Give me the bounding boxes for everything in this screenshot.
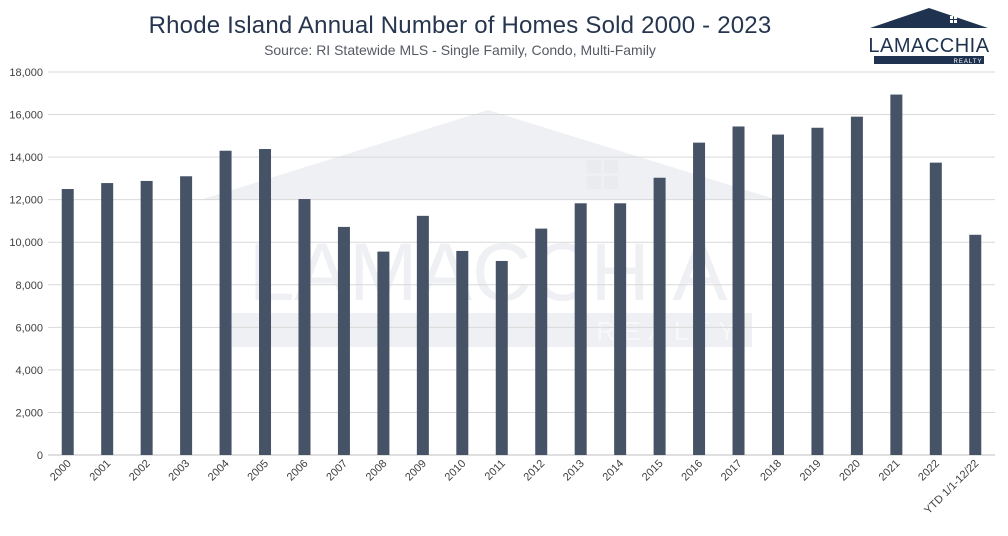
x-tick-label: 2004 <box>206 458 232 484</box>
bar <box>771 134 784 455</box>
x-tick-label: 2013 <box>561 458 587 484</box>
x-tick-label: 2019 <box>798 458 824 484</box>
bar <box>495 260 508 455</box>
x-tick-label: 2011 <box>483 458 508 483</box>
x-tick-label: 2006 <box>285 458 311 484</box>
y-tick-label: 16,000 <box>9 110 43 122</box>
bars <box>61 94 982 456</box>
logo-tagline: REALTY <box>954 59 983 65</box>
logo-name: LAMACCHIA <box>868 35 989 57</box>
x-tick-label: 2001 <box>88 458 114 484</box>
y-tick-label: 12,000 <box>9 195 43 207</box>
y-tick-label: 10,000 <box>9 237 43 249</box>
x-tick-label: 2012 <box>522 458 548 484</box>
watermark-window-icon <box>587 160 618 189</box>
bar <box>101 183 114 455</box>
x-tick-label: 2020 <box>837 458 863 484</box>
bar <box>219 150 232 455</box>
bar <box>969 234 982 455</box>
chart-subtitle: Source: RI Statewide MLS - Single Family… <box>264 42 656 58</box>
y-tick-label: 4,000 <box>15 365 43 377</box>
bar <box>180 176 193 455</box>
bar <box>614 203 627 455</box>
bar <box>811 127 824 456</box>
x-tick-label: 2015 <box>640 458 666 484</box>
x-tick-label: 2003 <box>166 458 192 484</box>
bar <box>890 94 903 455</box>
watermark-roof <box>200 110 778 200</box>
lamacchia-logo: LAMACCHIA REALTY <box>868 6 990 66</box>
x-tick-label: 2009 <box>403 458 429 484</box>
x-tick-label: 2007 <box>324 458 350 484</box>
bar <box>61 189 74 455</box>
y-tick-label: 6,000 <box>15 322 43 334</box>
bar <box>377 251 390 455</box>
bar <box>653 177 666 455</box>
y-axis-ticks: 0 2,000 4,000 6,000 8,000 10,000 12,000 14,000 1… <box>9 67 43 462</box>
y-tick-label: 18,000 <box>9 67 43 79</box>
bar <box>456 250 469 455</box>
bar <box>574 203 587 455</box>
x-tick-label: 2017 <box>719 458 745 484</box>
y-tick-label: 2,000 <box>15 407 43 419</box>
x-tick-label: 2022 <box>916 458 942 484</box>
bar <box>850 116 863 455</box>
bar <box>337 226 350 455</box>
x-tick-label: 2010 <box>443 458 469 484</box>
bar <box>929 162 942 456</box>
bar <box>140 180 153 456</box>
x-tick-label: 2016 <box>679 458 705 484</box>
x-tick-label: 2002 <box>127 458 153 484</box>
chart-title: Rhode Island Annual Number of Homes Sold… <box>148 12 772 39</box>
bar <box>693 142 706 456</box>
bar <box>732 126 745 456</box>
gridlines <box>48 71 995 456</box>
bar <box>416 215 429 455</box>
logo-roof-icon <box>870 8 988 28</box>
x-tick-label: 2018 <box>758 458 784 484</box>
x-tick-label: 2021 <box>877 458 903 484</box>
y-tick-label: 14,000 <box>9 152 43 164</box>
x-tick-label: 2014 <box>600 458 626 484</box>
x-axis-ticks: 2000 2001 2002 2003 2004 2005 2006 2007 2008 2009… <box>48 458 981 517</box>
y-tick-label: 8,000 <box>15 280 43 292</box>
bar <box>298 199 311 455</box>
x-tick-label: 2005 <box>245 458 271 484</box>
bar <box>535 228 548 455</box>
x-tick-label: 2008 <box>364 458 390 484</box>
bar <box>259 149 272 455</box>
y-tick-label: 0 <box>37 450 43 462</box>
x-tick-label: 2000 <box>48 458 74 484</box>
